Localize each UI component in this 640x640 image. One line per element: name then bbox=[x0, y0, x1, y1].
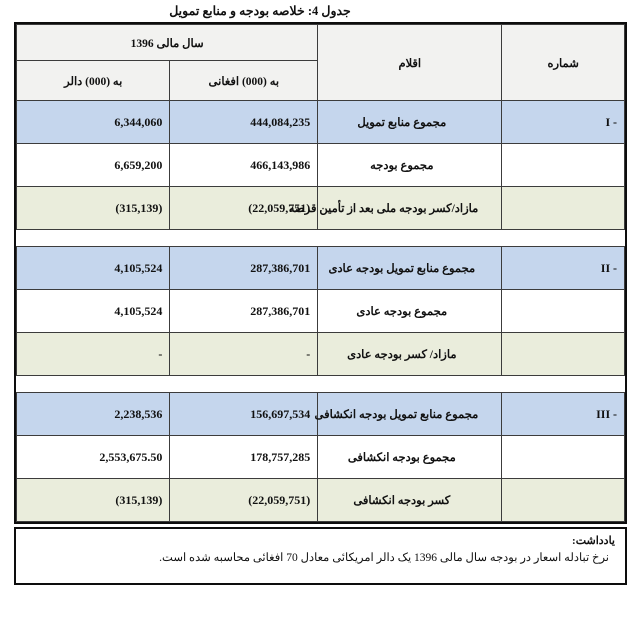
row-value-usd: 6,344,060 bbox=[15, 100, 171, 144]
row-item-label: مجموع منابع تمویل بودجه عادی bbox=[328, 263, 476, 275]
row-number-cell bbox=[501, 289, 625, 333]
row-number-cell: - III bbox=[501, 392, 625, 436]
row-item-label: مجموع منابع تمویل bbox=[357, 117, 447, 129]
table-body: - I مجموع منابع تمویل 444,084,235 6,344,060… bbox=[15, 100, 625, 522]
row-value-afn-text: 466,143,986 bbox=[250, 157, 311, 172]
row-value-afn: 156,697,534 bbox=[169, 392, 319, 436]
row-value-afn: 466,143,986 bbox=[169, 143, 319, 187]
row-value-afn: (22,059,751) bbox=[169, 186, 319, 230]
row-value-usd: 4,105,524 bbox=[15, 289, 171, 333]
row-item-label-cell: کسر بودجه انکشافی bbox=[317, 478, 503, 522]
row-value-afn: - bbox=[169, 332, 319, 376]
footnote-body: نرخ تبادله اسعار در بودجه سال مالی 1396 … bbox=[159, 552, 609, 564]
table-row: مجموع بودجه انکشافی 178,757,285 2,553,675.… bbox=[15, 435, 625, 479]
group-spacer-cell bbox=[16, 375, 625, 393]
row-item-label: مازاد/کسر بودجه ملی بعد از تأمین قرضه bbox=[288, 203, 479, 215]
row-value-usd: - bbox=[15, 332, 171, 376]
row-value-afn: 287,386,701 bbox=[169, 246, 319, 290]
header-cell-fiscal-year: سال مالی 1396 bbox=[15, 24, 319, 61]
row-value-usd-text: (315,139) bbox=[115, 200, 163, 215]
row-item-label: مجموع بودجه bbox=[370, 160, 434, 172]
row-item-label-cell: مجموع منابع تمویل بودجه انکشافی bbox=[314, 392, 503, 436]
row-value-afn: 178,757,285 bbox=[169, 435, 319, 479]
row-item-label-cell: مازاد/ کسر بودجه عادی bbox=[317, 332, 503, 376]
header-cell-number: شماره bbox=[501, 24, 625, 101]
row-roman-dash: - bbox=[613, 114, 617, 129]
table-row: - III مجموع منابع تمویل بودجه انکشافی 156,… bbox=[15, 392, 625, 436]
row-value-usd-text: (315,139) bbox=[115, 492, 163, 507]
row-roman-dash: - bbox=[613, 260, 617, 275]
budget-summary-table: شماره اقلام سال مالی 1396 به (000) افغان… bbox=[15, 24, 625, 522]
row-value-afn-text: (22,059,751) bbox=[248, 200, 311, 215]
row-item-label: مازاد/ کسر بودجه عادی bbox=[347, 349, 457, 361]
row-value-usd: 4,105,524 bbox=[15, 246, 171, 290]
row-value-afn: 287,386,701 bbox=[169, 289, 319, 333]
row-item-label: مجموع بودجه انکشافی bbox=[347, 452, 456, 464]
header-cell-usd: به (000) دالر bbox=[15, 60, 171, 101]
row-item-label-cell: مازاد/کسر بودجه ملی بعد از تأمین قرضه bbox=[289, 186, 503, 230]
header-row-year: شماره اقلام سال مالی 1396 bbox=[15, 24, 625, 101]
row-item-label-cell: مجموع منابع تمویل bbox=[317, 100, 503, 144]
row-item-label-cell: مجموع بودجه bbox=[317, 143, 503, 187]
row-roman-numeral: II bbox=[600, 260, 611, 275]
row-value-usd: 2,238,536 bbox=[15, 392, 171, 436]
row-value-usd-text: 2,553,675.50 bbox=[99, 449, 163, 464]
row-value-usd: (315,139) bbox=[15, 478, 171, 522]
row-roman-numeral: I bbox=[605, 114, 611, 129]
table-row: - II مجموع منابع تمویل بودجه عادی 287,386,… bbox=[15, 246, 625, 290]
row-value-usd: (315,139) bbox=[15, 186, 171, 230]
row-number-cell bbox=[501, 186, 625, 230]
footnote-box: یادداشت: نرخ تبادله اسعار در بودجه سال م… bbox=[14, 527, 627, 585]
header-cell-afn: به (000) افغانی bbox=[169, 60, 319, 101]
row-number-cell bbox=[501, 332, 625, 376]
row-number-cell: - I bbox=[501, 100, 625, 144]
group-spacer-row bbox=[16, 375, 625, 393]
row-item-label-cell: مجموع منابع تمویل بودجه عادی bbox=[317, 246, 503, 290]
group-spacer-cell bbox=[16, 229, 625, 247]
row-number-cell bbox=[501, 435, 625, 479]
row-roman-numeral: III bbox=[596, 406, 611, 421]
budget-table-frame: شماره اقلام سال مالی 1396 به (000) افغان… bbox=[14, 22, 627, 524]
header-row-units: به (000) افغانی به (000) دالر bbox=[15, 60, 625, 101]
row-value-usd: 6,659,200 bbox=[15, 143, 171, 187]
row-value-usd-text: 4,105,524 bbox=[114, 303, 163, 318]
table-header: شماره اقلام سال مالی 1396 به (000) افغان… bbox=[15, 24, 625, 101]
table-row: مازاد/ کسر بودجه عادی - - bbox=[15, 332, 625, 376]
row-value-afn-text: - bbox=[306, 346, 311, 361]
table-row: کسر بودجه انکشافی (22,059,751) (315,139) bbox=[15, 478, 625, 522]
row-item-label: کسر بودجه انکشافی bbox=[353, 495, 451, 507]
row-value-afn: (22,059,751) bbox=[169, 478, 319, 522]
row-number-cell: - II bbox=[501, 246, 625, 290]
row-value-afn-text: 287,386,701 bbox=[250, 303, 311, 318]
row-value-afn-text: 156,697,534 bbox=[250, 406, 311, 421]
row-value-afn-text: 444,084,235 bbox=[250, 114, 311, 129]
table-row: - I مجموع منابع تمویل 444,084,235 6,344,060 bbox=[15, 100, 625, 144]
row-value-usd-text: 2,238,536 bbox=[114, 406, 163, 421]
table-row: مجموع بودجه 466,143,986 6,659,200 bbox=[15, 143, 625, 187]
row-value-usd-text: 6,659,200 bbox=[114, 157, 163, 172]
row-value-usd: 2,553,675.50 bbox=[15, 435, 171, 479]
row-item-label-cell: مجموع بودجه انکشافی bbox=[317, 435, 503, 479]
row-number-cell bbox=[501, 478, 625, 522]
row-value-afn-text: (22,059,751) bbox=[248, 492, 311, 507]
row-value-afn-text: 178,757,285 bbox=[250, 449, 311, 464]
row-value-usd-text: 6,344,060 bbox=[114, 114, 163, 129]
row-value-usd-text: 4,105,524 bbox=[114, 260, 163, 275]
table-title-bar: جدول 4: خلاصه بودجه و منابع تمویل bbox=[0, 0, 640, 22]
group-spacer-row bbox=[16, 229, 625, 247]
row-item-label-cell: مجموع بودجه عادی bbox=[317, 289, 503, 333]
row-item-label: مجموع منابع تمویل بودجه انکشافی bbox=[314, 409, 479, 421]
row-item-label: مجموع بودجه عادی bbox=[356, 306, 448, 318]
table-row: مجموع بودجه عادی 287,386,701 4,105,524 bbox=[15, 289, 625, 333]
page-title: جدول 4: خلاصه بودجه و منابع تمویل bbox=[169, 4, 351, 18]
footnote-title: یادداشت: bbox=[572, 535, 615, 547]
row-roman-dash: - bbox=[613, 406, 617, 421]
row-value-usd-text: - bbox=[158, 346, 163, 361]
header-cell-items: اقلام bbox=[317, 24, 503, 101]
row-value-afn-text: 287,386,701 bbox=[250, 260, 311, 275]
table-row: مازاد/کسر بودجه ملی بعد از تأمین قرضه (22… bbox=[15, 186, 625, 230]
row-number-cell bbox=[501, 143, 625, 187]
row-value-afn: 444,084,235 bbox=[169, 100, 319, 144]
